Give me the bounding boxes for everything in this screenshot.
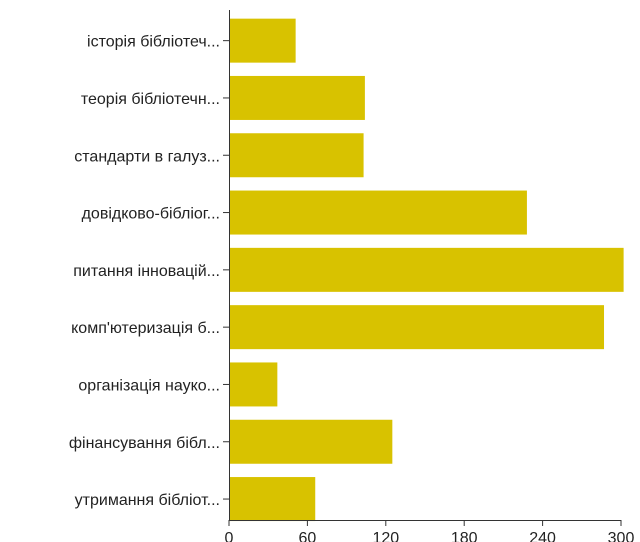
category-label: питання інновацій... [73,263,220,280]
bar [229,190,527,235]
category-label: організація науко... [78,377,220,394]
category-label: комп'ютеризація б... [71,320,220,337]
x-tick-label: 0 [225,530,234,542]
category-labels: історія бібліотеч... теорія бібліотечн...… [69,34,220,509]
x-tick-label: 120 [372,530,399,542]
category-label: стандарти в галуз... [74,148,220,165]
bar [229,305,605,350]
x-axis: 0 60 120 180 240 300 [223,10,634,542]
category-label: довідково-бібліог... [82,206,220,223]
bar [229,477,316,522]
bar [229,247,624,292]
category-label: фінансування бібл... [69,435,220,452]
bar [229,133,364,178]
x-tick-label: 300 [608,530,635,542]
category-label: історія бібліотеч... [87,34,220,51]
category-label: теорія бібліотечн... [81,91,220,108]
category-label: утримання бібліот... [75,492,220,509]
bar [229,18,296,63]
x-tick-label: 60 [299,530,317,542]
bar [229,419,393,464]
bar [229,362,278,407]
bars-layer [229,18,624,522]
x-tick-label: 180 [451,530,478,542]
bar [229,75,365,120]
x-tick-label: 240 [529,530,556,542]
